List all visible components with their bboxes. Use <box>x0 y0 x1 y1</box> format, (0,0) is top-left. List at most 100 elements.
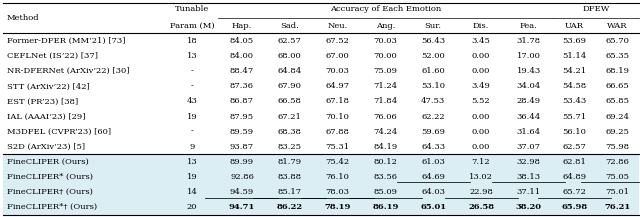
Text: 94.59: 94.59 <box>230 188 254 196</box>
Text: 28.49: 28.49 <box>517 97 541 105</box>
Text: 64.03: 64.03 <box>421 188 445 196</box>
Text: EST (PR’23) [38]: EST (PR’23) [38] <box>7 97 78 105</box>
Text: 53.10: 53.10 <box>421 82 445 90</box>
Text: 71.24: 71.24 <box>373 82 397 90</box>
Text: 20: 20 <box>187 203 197 211</box>
Text: 59.69: 59.69 <box>421 128 445 136</box>
Bar <box>3 154 639 169</box>
Text: 38.13: 38.13 <box>517 173 541 181</box>
Text: 67.18: 67.18 <box>326 97 349 105</box>
Text: Neu.: Neu. <box>328 22 348 30</box>
Text: 31.78: 31.78 <box>517 37 541 45</box>
Text: 36.44: 36.44 <box>516 113 541 121</box>
Text: 64.33: 64.33 <box>421 143 445 151</box>
Text: 93.87: 93.87 <box>230 143 254 151</box>
Text: 64.97: 64.97 <box>326 82 349 90</box>
Text: 43: 43 <box>187 97 198 105</box>
Text: 62.81: 62.81 <box>563 158 586 166</box>
Text: 89.59: 89.59 <box>230 128 254 136</box>
Text: 13: 13 <box>187 52 197 60</box>
Text: 71.84: 71.84 <box>373 97 397 105</box>
Text: WAR: WAR <box>607 22 627 30</box>
Text: Sur.: Sur. <box>425 22 442 30</box>
Text: Param (M): Param (M) <box>170 22 214 30</box>
Text: 56.10: 56.10 <box>563 128 586 136</box>
Text: 55.71: 55.71 <box>562 113 586 121</box>
Text: 5.52: 5.52 <box>472 97 490 105</box>
Text: 22.98: 22.98 <box>469 188 493 196</box>
Text: 52.00: 52.00 <box>421 52 445 60</box>
Text: 74.24: 74.24 <box>373 128 397 136</box>
Text: 69.25: 69.25 <box>605 128 629 136</box>
Text: 37.11: 37.11 <box>517 188 541 196</box>
Text: Method: Method <box>7 14 40 22</box>
Text: 67.21: 67.21 <box>278 113 301 121</box>
Text: 14: 14 <box>187 188 198 196</box>
Text: FineCLIPER*† (Ours): FineCLIPER*† (Ours) <box>7 203 97 211</box>
Text: DFEW: DFEW <box>582 5 609 13</box>
Text: Accuracy of Each Emotion: Accuracy of Each Emotion <box>330 5 441 13</box>
Text: M3DFEL (CVPR’23) [60]: M3DFEL (CVPR’23) [60] <box>7 128 111 136</box>
Text: 68.19: 68.19 <box>605 67 629 75</box>
Bar <box>3 200 639 215</box>
Text: 68.38: 68.38 <box>278 128 302 136</box>
Text: 92.86: 92.86 <box>230 173 254 181</box>
Text: 78.03: 78.03 <box>326 188 349 196</box>
Text: Fea.: Fea. <box>520 22 538 30</box>
Text: 76.06: 76.06 <box>374 113 397 121</box>
Text: 37.07: 37.07 <box>517 143 541 151</box>
Text: 62.57: 62.57 <box>278 37 301 45</box>
Text: 64.89: 64.89 <box>562 173 586 181</box>
Text: 53.69: 53.69 <box>563 37 586 45</box>
Bar <box>3 185 639 200</box>
Text: 76.21: 76.21 <box>604 203 630 211</box>
Text: 83.88: 83.88 <box>278 173 302 181</box>
Text: 75.05: 75.05 <box>605 173 629 181</box>
Text: 62.22: 62.22 <box>421 113 445 121</box>
Text: 67.90: 67.90 <box>278 82 301 90</box>
Text: 72.86: 72.86 <box>605 158 629 166</box>
Text: 81.79: 81.79 <box>278 158 302 166</box>
Text: 56.43: 56.43 <box>421 37 445 45</box>
Text: S2D (ArXiv’23) [5]: S2D (ArXiv’23) [5] <box>7 143 85 151</box>
Text: 19: 19 <box>187 173 197 181</box>
Text: Dis.: Dis. <box>473 22 489 30</box>
Text: 65.72: 65.72 <box>563 188 586 196</box>
Text: 47.53: 47.53 <box>421 97 445 105</box>
Text: 86.22: 86.22 <box>276 203 303 211</box>
Text: 31.64: 31.64 <box>517 128 541 136</box>
Text: 87.95: 87.95 <box>230 113 254 121</box>
Text: 64.69: 64.69 <box>421 173 445 181</box>
Text: 66.65: 66.65 <box>605 82 629 90</box>
Text: 67.00: 67.00 <box>326 52 349 60</box>
Text: 84.05: 84.05 <box>230 37 254 45</box>
Text: 0.00: 0.00 <box>472 128 490 136</box>
Text: 65.85: 65.85 <box>605 97 629 105</box>
Text: Tunable: Tunable <box>175 5 209 13</box>
Text: 94.71: 94.71 <box>228 203 255 211</box>
Text: 3.49: 3.49 <box>472 82 490 90</box>
Text: 67.88: 67.88 <box>326 128 349 136</box>
Text: Sad.: Sad. <box>280 22 299 30</box>
Text: 18: 18 <box>187 37 197 45</box>
Text: 85.17: 85.17 <box>278 188 302 196</box>
Text: Former-DFER (MM’21) [73]: Former-DFER (MM’21) [73] <box>7 37 125 45</box>
Text: 87.36: 87.36 <box>230 82 254 90</box>
Text: 13.02: 13.02 <box>469 173 493 181</box>
Text: 66.58: 66.58 <box>278 97 301 105</box>
Text: FineCLIPER† (Ours): FineCLIPER† (Ours) <box>7 188 93 196</box>
Text: 80.12: 80.12 <box>374 158 397 166</box>
Text: 65.01: 65.01 <box>420 203 446 211</box>
Text: 17.00: 17.00 <box>517 52 541 60</box>
Text: 65.98: 65.98 <box>561 203 588 211</box>
Text: 75.98: 75.98 <box>605 143 629 151</box>
Text: 76.10: 76.10 <box>326 173 349 181</box>
Text: 0.00: 0.00 <box>472 52 490 60</box>
Text: 84.19: 84.19 <box>373 143 397 151</box>
Text: 0.00: 0.00 <box>472 143 490 151</box>
Text: CEFLNet (IS’22) [37]: CEFLNet (IS’22) [37] <box>7 52 98 60</box>
Text: 65.70: 65.70 <box>605 37 629 45</box>
Text: -: - <box>191 82 193 90</box>
Text: UAR: UAR <box>564 22 584 30</box>
Text: 0.00: 0.00 <box>472 113 490 121</box>
